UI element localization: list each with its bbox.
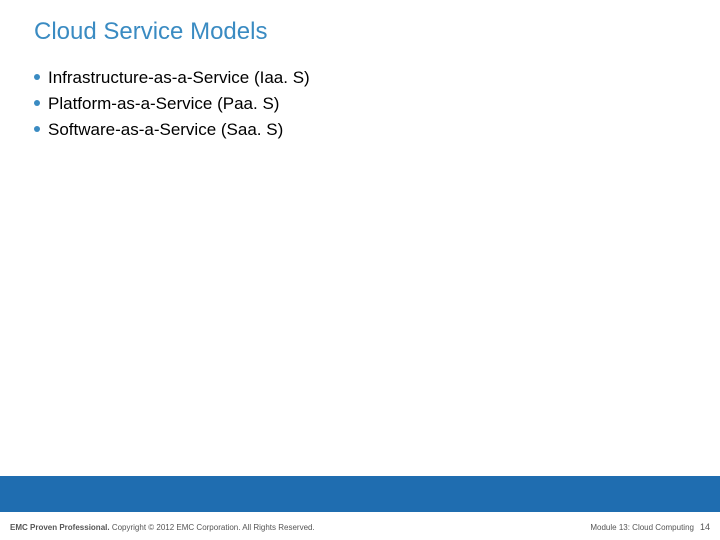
bullet-text: Software-as-a-Service (Saa. S) [48,118,283,142]
bullet-dot-icon [34,126,40,132]
footer-module: Module 13: Cloud Computing [590,523,694,532]
footer-page-number: 14 [700,522,710,532]
bullet-list: Infrastructure-as-a-Service (Iaa. S) Pla… [34,66,310,144]
slide: Cloud Service Models Infrastructure-as-a… [0,0,720,540]
footer-copyright-text: Copyright © 2012 EMC Corporation. All Ri… [110,523,315,532]
bullet-text: Infrastructure-as-a-Service (Iaa. S) [48,66,310,90]
bullet-dot-icon [34,100,40,106]
bullet-item: Infrastructure-as-a-Service (Iaa. S) [34,66,310,90]
bullet-item: Software-as-a-Service (Saa. S) [34,118,310,142]
bullet-item: Platform-as-a-Service (Paa. S) [34,92,310,116]
bullet-dot-icon [34,74,40,80]
footer: EMC Proven Professional. Copyright © 201… [10,522,710,532]
footer-brand: EMC Proven Professional. [10,523,110,532]
footer-right: Module 13: Cloud Computing 14 [590,522,710,532]
accent-bar [0,476,720,512]
bullet-text: Platform-as-a-Service (Paa. S) [48,92,279,116]
slide-title: Cloud Service Models [34,18,267,46]
footer-copyright: EMC Proven Professional. Copyright © 201… [10,523,315,532]
